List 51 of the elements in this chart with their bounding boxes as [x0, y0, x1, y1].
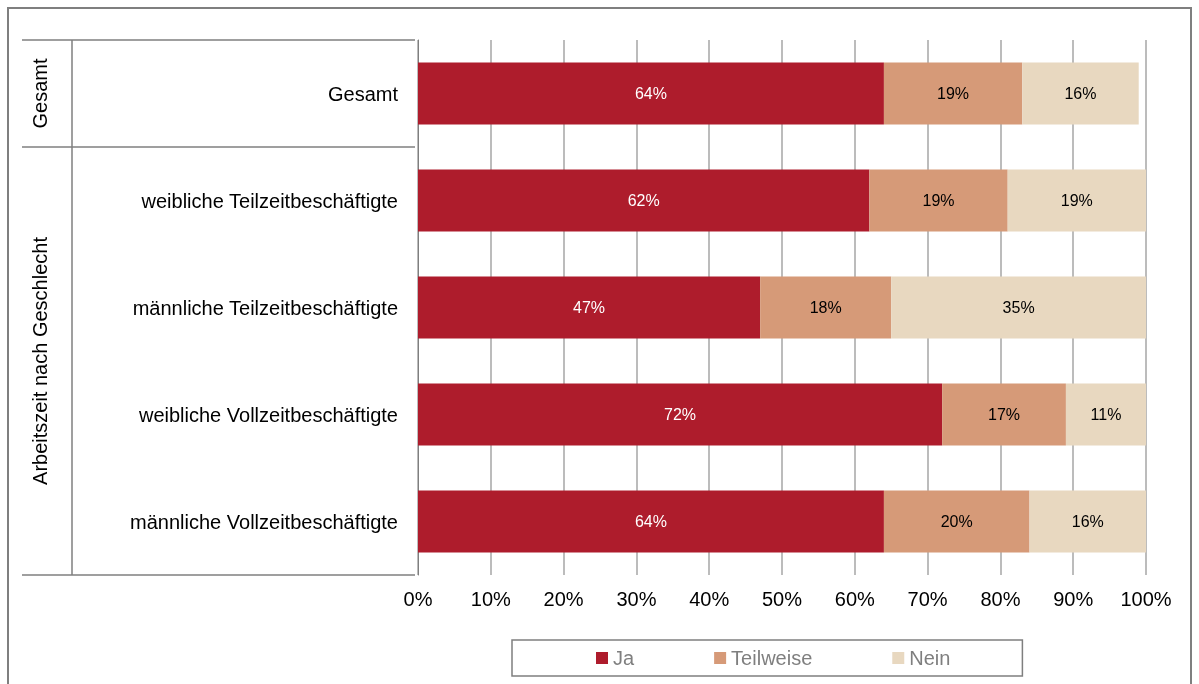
- x-tick-label: 10%: [470, 588, 512, 610]
- data-label: 47%: [573, 299, 606, 316]
- x-tick-label: 100%: [1120, 588, 1172, 610]
- y-tick-label: männliche Vollzeitbeschäftigte: [130, 510, 398, 533]
- bar: [883, 62, 1023, 125]
- x-tick-label: 40%: [689, 588, 730, 610]
- data-label: 19%: [937, 85, 970, 102]
- bar: [418, 383, 943, 446]
- data-label: 62%: [627, 192, 660, 209]
- x-tick-label: 30%: [616, 588, 657, 610]
- x-tick-label: 80%: [980, 588, 1021, 610]
- y-tick-label: weibliche Vollzeitbeschäftigte: [137, 403, 398, 426]
- x-tick-label: 60%: [834, 588, 876, 610]
- data-label: 72%: [664, 406, 697, 423]
- x-tick-label: 70%: [907, 588, 948, 610]
- legend-label: Nein: [909, 647, 951, 669]
- data-label: 16%: [1071, 513, 1104, 530]
- x-tick-label: 0%: [403, 588, 433, 610]
- data-label: 17%: [988, 406, 1021, 423]
- data-label: 64%: [634, 85, 667, 102]
- bar: [418, 276, 761, 339]
- y-tick-label: weibliche Teilzeitbeschäftigte: [140, 189, 398, 212]
- x-tick-label: 50%: [761, 588, 803, 610]
- text: Arbeitszeit nach Geschlecht: [29, 236, 51, 485]
- bar: [418, 490, 884, 553]
- data-label: 19%: [922, 192, 955, 209]
- data-label: 64%: [634, 513, 667, 530]
- bar: [1065, 383, 1146, 446]
- bar: [1029, 490, 1146, 553]
- data-label: 18%: [809, 299, 842, 316]
- legend-label: Ja: [613, 647, 635, 669]
- bar: [883, 490, 1030, 553]
- bar: [942, 383, 1066, 446]
- x-tick-label: 20%: [543, 588, 584, 610]
- data-label: 19%: [1060, 192, 1093, 209]
- text: Gesamt: [29, 58, 51, 129]
- bar: [418, 62, 884, 125]
- bar: [1022, 62, 1139, 125]
- data-label: 16%: [1064, 85, 1097, 102]
- bar: [1007, 169, 1146, 232]
- y-tick-label: Gesamt: [327, 82, 399, 105]
- x-tick-label: 90%: [1053, 588, 1094, 610]
- data-label: 35%: [1002, 299, 1035, 316]
- bar: [760, 276, 892, 339]
- bar: [869, 169, 1008, 232]
- data-label: 20%: [940, 513, 973, 530]
- bar: [891, 276, 1146, 339]
- y-tick-label: männliche Teilzeitbeschäftigte: [132, 296, 398, 319]
- data-label: 11%: [1090, 406, 1122, 423]
- legend-label: Teilweise: [731, 647, 813, 669]
- bar: [418, 169, 870, 232]
